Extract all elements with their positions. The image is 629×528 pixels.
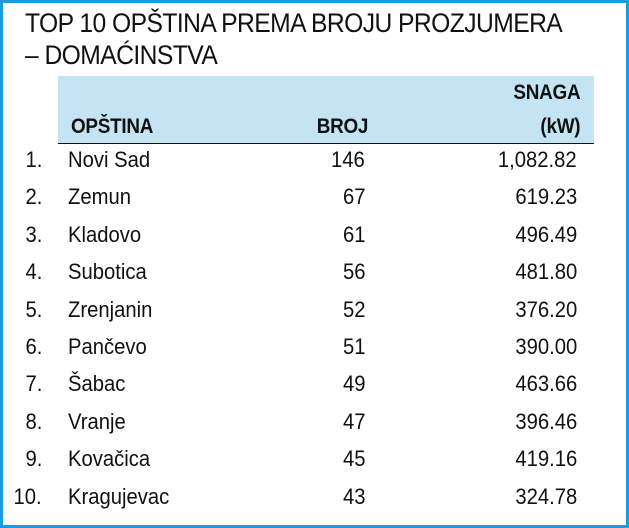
header-count: BROJ <box>316 115 369 138</box>
table-row: 2. Zemun 67 619.23 <box>0 179 629 216</box>
table-row: 3. Kladovo 61 496.49 <box>0 217 629 254</box>
count-cell: 49 <box>342 371 365 397</box>
power-cell: 390.00 <box>515 334 577 359</box>
power-cell: 619.23 <box>515 184 577 210</box>
count-cell: 67 <box>342 184 365 210</box>
count-cell: 56 <box>342 259 365 285</box>
count-cell: 43 <box>342 483 365 509</box>
table-row: 7. Šabac 49 463.66 <box>0 366 629 403</box>
municipality-cell: Kragujevac <box>68 483 170 509</box>
table-row: 8. Vranje 47 396.46 <box>0 404 629 441</box>
table-row: 6. Pančevo 51 390.00 <box>0 329 629 366</box>
municipality-cell: Kladovo <box>68 221 142 247</box>
count-cell: 146 <box>331 147 365 172</box>
rank-cell: 2. <box>25 184 42 210</box>
header-power: SNAGA <box>513 81 580 104</box>
count-cell: 47 <box>342 408 365 434</box>
power-cell: 496.49 <box>515 221 577 247</box>
municipality-cell: Subotica <box>68 259 147 285</box>
title-line-1: TOP 10 OPŠTINA PREMA BROJU PROZJUMERA <box>25 8 563 38</box>
municipality-cell: Šabac <box>68 371 126 397</box>
municipality-cell: Kovačica <box>68 446 151 472</box>
rank-cell: 3. <box>25 221 42 247</box>
municipality-cell: Pančevo <box>68 334 147 359</box>
rank-cell: 5. <box>25 296 42 322</box>
municipality-cell: Novi Sad <box>68 147 151 172</box>
rank-cell: 4. <box>25 259 42 285</box>
power-cell: 396.46 <box>515 408 577 434</box>
rank-cell: 9. <box>25 446 42 472</box>
power-cell: 324.78 <box>515 483 577 509</box>
power-cell: 481.80 <box>515 259 577 285</box>
power-cell: 419.16 <box>515 446 577 472</box>
table-row: 9. Kovačica 45 419.16 <box>0 441 629 478</box>
title-line-2: – DOMAĆINSTVA <box>25 40 218 70</box>
municipality-cell: Zemun <box>68 184 132 210</box>
table-row: 4. Subotica 56 481.80 <box>0 254 629 291</box>
power-cell: 463.66 <box>515 371 577 397</box>
power-cell: 1,082.82 <box>498 147 577 172</box>
table-row: 5. Zrenjanin 52 376.20 <box>0 292 629 329</box>
rank-cell: 8. <box>25 408 42 434</box>
rank-cell: 1. <box>25 147 42 172</box>
count-cell: 61 <box>342 221 365 247</box>
count-cell: 51 <box>342 334 365 359</box>
header-municipality: OPŠTINA <box>71 115 154 138</box>
header-power-unit: (kW) <box>540 115 580 138</box>
table-row: 10. Kragujevac 43 324.78 <box>0 479 629 516</box>
count-cell: 45 <box>342 446 365 472</box>
rank-cell: 7. <box>25 371 42 397</box>
count-cell: 52 <box>342 296 365 322</box>
table-header: OPŠTINA BROJ SNAGA (kW) <box>58 76 594 144</box>
municipality-cell: Vranje <box>68 408 126 434</box>
rank-cell: 6. <box>25 334 42 359</box>
table-row: 1. Novi Sad 146 1,082.82 <box>0 142 629 179</box>
power-cell: 376.20 <box>515 296 577 322</box>
page-title: TOP 10 OPŠTINA PREMA BROJU PROZJUMERA – … <box>25 7 583 71</box>
rank-cell: 10. <box>13 483 42 509</box>
municipality-cell: Zrenjanin <box>68 296 153 322</box>
